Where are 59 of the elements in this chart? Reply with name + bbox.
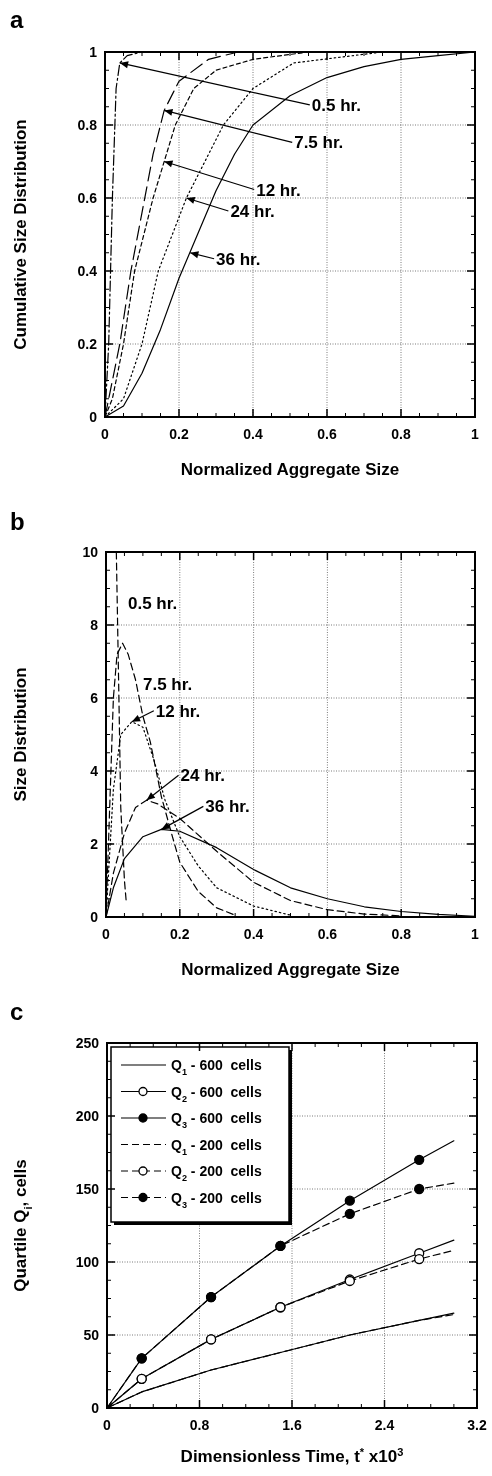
y-tick-label: 0 <box>91 1400 100 1416</box>
x-tick-label: 0.4 <box>243 926 264 942</box>
x-tick-label: 0.6 <box>317 926 338 942</box>
chart-title: c <box>10 998 24 1025</box>
y-tick-label: 250 <box>75 1035 100 1051</box>
chart-title: b <box>10 508 25 535</box>
annotation: 24 hr. <box>230 202 275 221</box>
y-tick-label: 0 <box>89 409 98 425</box>
annotation: 7.5 hr. <box>294 133 344 153</box>
legend-label: Q$_{1}$ - 200 cells <box>171 1136 262 1157</box>
y-tick-label: 150 <box>75 1181 100 1197</box>
y-axis-title: Cumulative Size Distribution <box>11 119 30 350</box>
annotation: 0.5 hr. <box>311 95 361 115</box>
y-axis-title: Size Distribution <box>11 667 30 802</box>
annotation: 24 hr. <box>180 766 226 786</box>
x-tick-label: 0 <box>103 1417 112 1433</box>
y-tick-label: 2 <box>90 836 99 852</box>
x-tick-label: 0.2 <box>170 926 190 942</box>
y-tick-label: 200 <box>75 1108 100 1124</box>
x-tick-label: 0.8 <box>391 426 411 442</box>
annotation: 12 hr. <box>155 701 201 721</box>
x-tick-label: 0 <box>102 926 111 942</box>
y-tick-label: 8 <box>90 617 99 633</box>
y-tick-label: 0.8 <box>77 117 98 133</box>
legend-label: Q$_{2}$ - 600 cells <box>171 1083 262 1104</box>
y-tick-label: 50 <box>83 1327 100 1343</box>
annotation: 36 hr. <box>216 249 261 269</box>
y-tick-label: 0 <box>90 909 99 925</box>
y-tick-label: 100 <box>75 1254 100 1270</box>
annotation: 0.5 hr. <box>128 594 178 613</box>
legend-label: Q$_{3}$ - 200 cells <box>171 1189 262 1210</box>
x-axis-title: Normalized Aggregate Size <box>180 460 400 479</box>
x-axis-title: Normalized Aggregate Size <box>181 960 400 979</box>
x-tick-label: 0.8 <box>391 926 412 942</box>
x-tick-label: 1.6 <box>282 1417 302 1433</box>
annotation: 36 hr. <box>205 797 250 817</box>
legend-label: Q$_{1}$ - 600 cells <box>171 1057 262 1077</box>
x-tick-label: 1 <box>471 926 480 942</box>
annotation: 7.5 hr. <box>143 675 193 694</box>
annotation: 12 hr. <box>256 180 301 200</box>
y-tick-label: 1 <box>89 44 98 60</box>
x-tick-label: 0.4 <box>243 426 263 442</box>
chart-title: a <box>10 6 24 33</box>
legend-label: Q$_{2}$ - 200 cells <box>171 1163 262 1183</box>
y-tick-label: 0.2 <box>77 336 98 352</box>
y-tick-label: 0.4 <box>77 263 98 279</box>
y-tick-label: 10 <box>82 544 99 560</box>
y-tick-label: 6 <box>90 690 99 706</box>
x-axis-title: Dimensionless Time, t$^{*}$ x10$^{3}$ <box>180 1446 404 1466</box>
x-tick-label: 3.2 <box>467 1417 487 1433</box>
x-tick-label: 0.2 <box>169 426 189 442</box>
x-tick-label: 2.4 <box>374 1417 395 1433</box>
x-tick-label: 0 <box>101 426 110 442</box>
y-tick-label: 0.6 <box>77 190 98 206</box>
x-tick-label: 0.6 <box>317 426 337 442</box>
x-tick-label: 0.8 <box>189 1417 210 1433</box>
y-tick-label: 4 <box>90 763 99 779</box>
legend-label: Q$_{3}$ - 600 cells <box>171 1110 262 1130</box>
x-tick-label: 1 <box>471 426 480 442</box>
